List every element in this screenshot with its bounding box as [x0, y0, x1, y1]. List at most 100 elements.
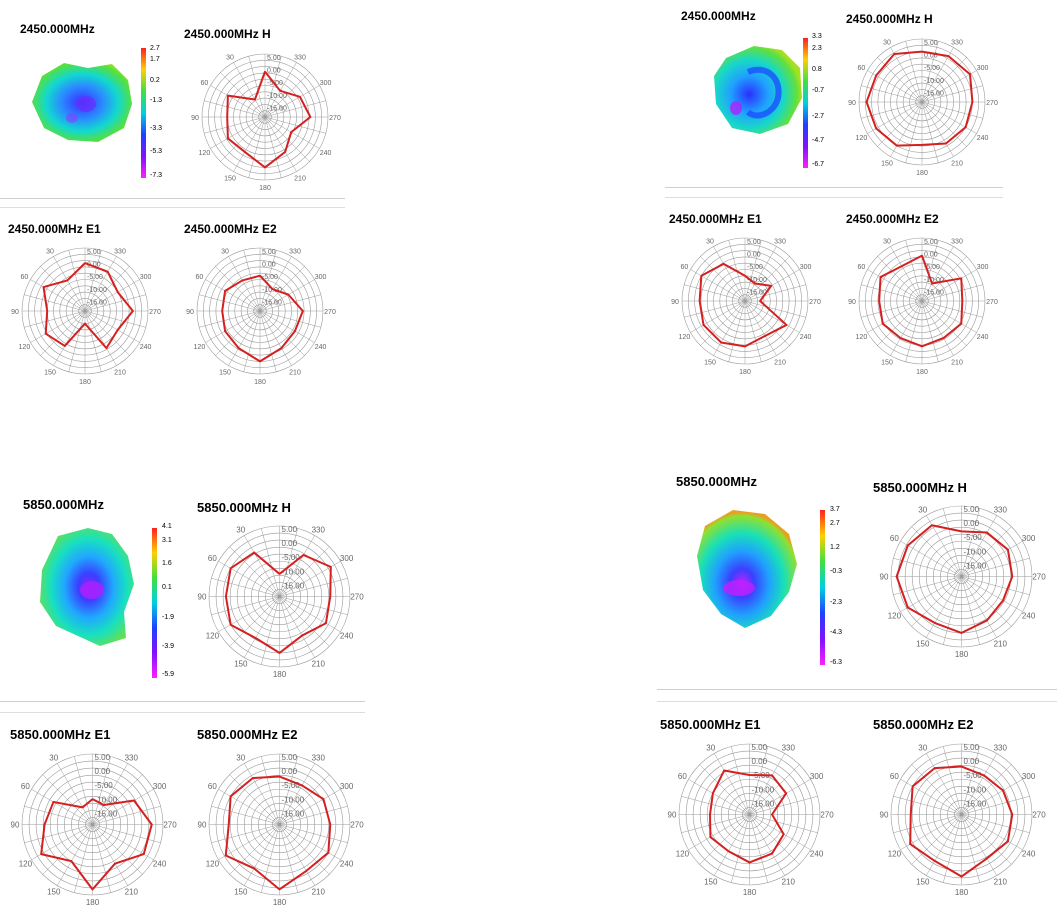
polar-ring-label: -10.00: [924, 78, 944, 85]
colorbar-tick: -7.3: [150, 172, 163, 179]
polar-angle-label: 150: [881, 161, 893, 168]
polar-spoke: [961, 576, 997, 638]
polar-spoke: [92, 824, 128, 886]
polar-point: [960, 530, 963, 533]
polar-point: [1011, 813, 1014, 816]
polar-point: [229, 795, 232, 798]
colorbar-tick: -4.7: [812, 137, 825, 144]
polar-spoke: [921, 300, 967, 346]
polar-spoke: [744, 300, 790, 346]
polar-spoke: [961, 814, 997, 876]
polar-angle-label: 90: [191, 115, 199, 122]
polar-point: [322, 798, 325, 800]
polar-ring-label: -5.00: [924, 65, 940, 72]
polar-angle-label: 210: [289, 370, 301, 377]
polar-spoke: [861, 300, 923, 318]
polar-angle-label: 60: [195, 274, 203, 281]
polar-ring-label: -15.00: [747, 289, 767, 296]
polar-point: [221, 310, 223, 312]
polar-angle-label: 180: [955, 888, 969, 897]
polar-angle-label: 60: [200, 80, 208, 87]
polar-spoke: [264, 116, 297, 172]
polar-spoke: [228, 256, 261, 312]
polar-spoke: [900, 779, 962, 815]
polar-plot-tr-e2: 30 60 90 120 150 180 210 240 270 300 330 5.00 0.00 -5…: [848, 237, 998, 376]
polar-spoke: [943, 576, 962, 645]
polar-spoke: [905, 101, 923, 163]
polar-point: [301, 784, 303, 787]
polar-ring-label: 5.00: [924, 40, 938, 47]
colorbar-tick: 1.6: [162, 560, 172, 567]
polar-spoke: [92, 789, 154, 825]
polar-point: [896, 144, 898, 147]
polar-point: [960, 277, 963, 280]
polar-spoke: [259, 250, 277, 312]
polar-ring-label: -5.00: [95, 781, 114, 790]
polar-angle-label: 60: [890, 534, 899, 543]
polar-point: [224, 854, 227, 857]
polar-point: [771, 774, 773, 777]
polar-point: [909, 813, 912, 816]
polar-ring-label: 0.00: [282, 539, 298, 548]
polar-spoke: [961, 746, 980, 815]
polar-point: [64, 345, 66, 347]
polar-angle-label: 330: [994, 505, 1008, 514]
colorbar-tick: -2.7: [812, 113, 825, 120]
polar-spoke: [92, 824, 143, 875]
polar-angle-label: 330: [782, 743, 796, 752]
polar-spoke: [30, 310, 86, 343]
polar-angle-label: 150: [234, 888, 248, 897]
polar-angle-label: 60: [208, 554, 217, 563]
polar-point: [933, 622, 936, 624]
polar-spoke: [279, 756, 298, 825]
freq-label: 5850.000MHz: [676, 474, 757, 489]
colorbar-tick: -0.7: [812, 87, 825, 94]
polar-spoke: [893, 576, 962, 595]
polar-spoke: [744, 300, 806, 318]
polar-angle-label: 210: [312, 660, 326, 669]
polar-point: [301, 634, 303, 637]
polar-spoke: [279, 596, 330, 647]
polar-point: [960, 322, 963, 325]
polar-angle-label: 90: [186, 309, 194, 316]
polar-ring-label: 5.00: [267, 55, 281, 62]
polar-ring-label: -10.00: [267, 93, 287, 100]
polar-spoke: [749, 814, 768, 883]
polar-point: [52, 801, 55, 803]
polar-point: [278, 775, 281, 778]
polar-point: [329, 823, 332, 826]
polar-spoke: [218, 789, 280, 825]
polar-spoke: [279, 824, 330, 875]
polar-angle-label: 30: [49, 753, 58, 762]
polar-point: [785, 324, 788, 326]
polar-spoke: [961, 558, 1030, 577]
polar-point: [931, 282, 933, 285]
polar-point: [911, 785, 914, 788]
polar-plot-tr-h: 30 60 90 120 150 180 210 240 270 300 330 5.00 0.00 -5…: [848, 38, 998, 177]
polar-ring-label: 5.00: [95, 753, 111, 762]
divider: [0, 712, 365, 713]
polar-point: [225, 595, 227, 598]
polar-spoke: [961, 526, 1012, 577]
polar-spoke: [211, 824, 280, 843]
polar-point: [237, 347, 240, 349]
polar-spoke: [84, 310, 146, 328]
polar-angle-label: 30: [706, 743, 715, 752]
polar-spoke: [215, 266, 261, 312]
polar-angle-label: 150: [916, 878, 930, 887]
polar-spoke: [749, 814, 811, 850]
polar-spoke: [684, 300, 746, 318]
polar-angle-label: 90: [198, 821, 207, 830]
polar-angle-label: 180: [273, 898, 287, 907]
polar-angle-label: 240: [1022, 611, 1036, 620]
polar-title: 5850.000MHz H: [873, 480, 967, 495]
polar-spoke: [205, 310, 261, 343]
polar-angle-label: 300: [1022, 772, 1036, 781]
polar-spoke: [279, 806, 348, 825]
polar-spoke: [84, 266, 130, 312]
polar-title: 2450.000MHz H: [846, 12, 933, 26]
polar-spoke: [905, 41, 923, 103]
polar-point: [986, 619, 988, 622]
polar-point: [712, 792, 714, 795]
polar-plot-tl-h: 3060901201501802102402703003305.000.00-5…: [191, 53, 341, 192]
